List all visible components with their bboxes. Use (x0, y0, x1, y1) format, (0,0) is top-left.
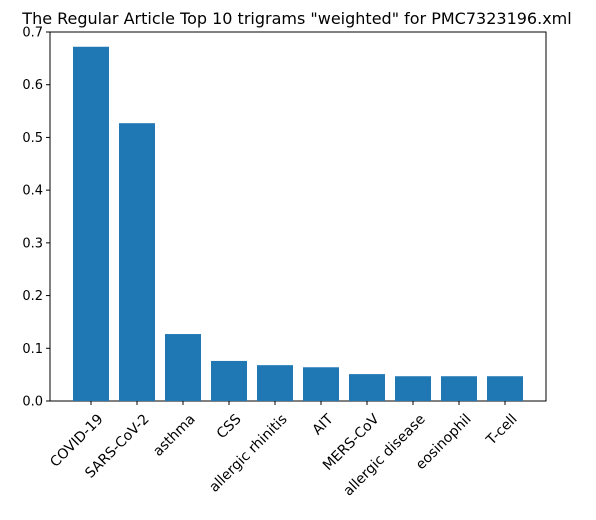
x-tick-label-9: T-cell (483, 411, 521, 449)
x-tick-label-3: CSS (214, 411, 245, 442)
bar-5 (303, 367, 339, 401)
y-tick-label-2: 0.2 (22, 289, 43, 304)
y-axis: 0.0 0.1 0.2 0.3 0.4 0.5 0.6 0.7 (22, 26, 50, 410)
plot-area (49, 31, 547, 402)
x-tick-label-5: AIT (310, 411, 337, 438)
x-tick-label-7: allergic disease (341, 411, 429, 499)
bars-group (73, 46, 523, 402)
bar-1 (119, 123, 155, 402)
y-tick-label-1: 0.1 (22, 342, 43, 357)
y-tick-label-7: 0.7 (22, 26, 43, 41)
y-tick-label-4: 0.4 (22, 184, 43, 199)
y-tick-label-3: 0.3 (22, 236, 43, 251)
bar-9 (487, 376, 523, 401)
bar-7 (395, 376, 431, 401)
x-tick-label-2: asthma (150, 411, 198, 459)
bar-3 (211, 360, 247, 401)
bar-0 (73, 46, 109, 401)
y-tick-label-0: 0.0 (22, 395, 43, 410)
y-tick-label-6: 0.6 (22, 78, 43, 93)
bar-2 (165, 334, 201, 401)
bar-4 (257, 365, 293, 401)
bar-6 (349, 374, 385, 401)
bar-8 (441, 376, 477, 401)
chart-title: The Regular Article Top 10 trigrams "wei… (21, 9, 571, 28)
x-tick-label-4: allergic rhinitis (206, 411, 290, 495)
y-tick-label-5: 0.5 (22, 131, 43, 146)
